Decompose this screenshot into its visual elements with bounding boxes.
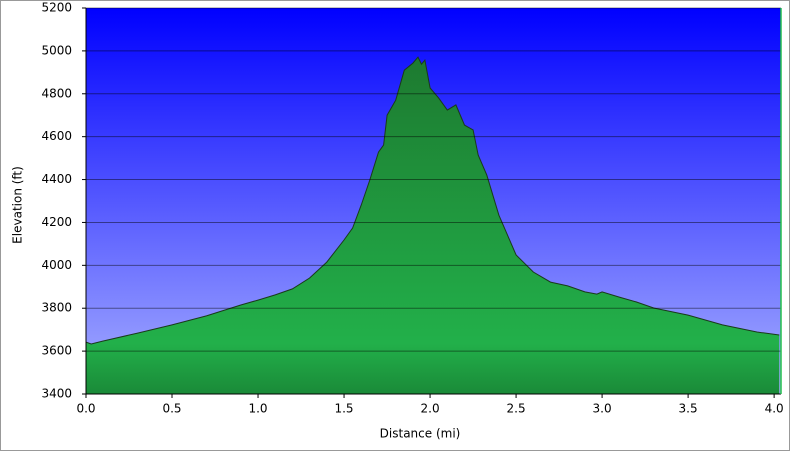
x-tick-label: 2.5 (507, 402, 526, 416)
x-tick-label: 2.0 (421, 402, 440, 416)
y-tick-label: 4600 (41, 129, 72, 143)
x-axis-label: Distance (mi) (380, 427, 461, 441)
y-tick-label: 4400 (41, 172, 72, 186)
y-tick-label: 3800 (41, 301, 72, 315)
elevation-line (85, 56, 780, 345)
x-tick-label: 1.0 (248, 402, 267, 416)
y-tick-label: 3400 (41, 387, 72, 401)
y-tick-label: 3600 (41, 344, 72, 358)
y-tick-label: 4200 (41, 215, 72, 229)
x-tick-label: 4.0 (765, 402, 784, 416)
x-tick-label: 0.0 (76, 402, 95, 416)
y-tick-label: 5000 (41, 43, 72, 57)
y-axis-label: Elevation (ft) (11, 166, 25, 244)
x-tick-label: 0.5 (162, 402, 181, 416)
y-tick-label: 4800 (41, 86, 72, 100)
x-tick-label: 3.0 (593, 402, 612, 416)
x-tick-label: 3.5 (679, 402, 698, 416)
y-tick-label: 5200 (41, 1, 72, 15)
y-tick-label: 4000 (41, 258, 72, 272)
x-tick-label: 1.5 (334, 402, 353, 416)
elevation-area (86, 57, 780, 394)
